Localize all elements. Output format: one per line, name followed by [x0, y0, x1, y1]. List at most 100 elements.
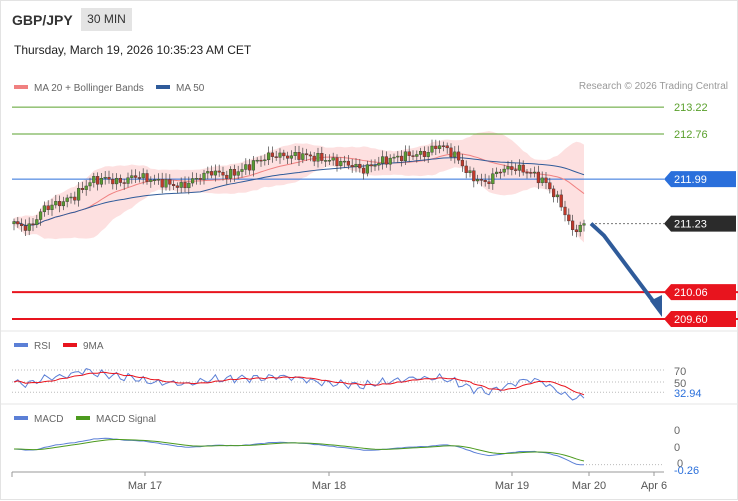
candle — [502, 168, 506, 173]
candle — [388, 157, 392, 165]
candle — [582, 223, 586, 226]
forecast-arrow — [589, 222, 662, 317]
candle — [35, 219, 39, 225]
candle — [202, 172, 206, 180]
x-tick-label: Mar 19 — [495, 480, 529, 492]
candle — [548, 182, 552, 190]
legend-9ma: 9MA — [83, 341, 104, 352]
legend-macd: MACD — [34, 414, 63, 425]
bollinger-band-fill — [14, 131, 584, 243]
candle — [111, 178, 115, 185]
candle — [228, 169, 233, 179]
candle — [27, 223, 31, 231]
level-label: 209.60 — [674, 314, 708, 326]
candle — [141, 173, 145, 179]
candle — [316, 153, 320, 162]
candle — [267, 152, 271, 161]
candle — [434, 145, 438, 149]
candle — [31, 223, 35, 225]
candle — [171, 184, 176, 187]
level-label: 210.06 — [674, 287, 708, 299]
candle — [225, 174, 229, 179]
macd-line — [13, 437, 585, 466]
candle — [289, 155, 293, 159]
candle — [555, 194, 559, 198]
macd-axis-label-2: 0 — [674, 442, 680, 454]
candle — [270, 152, 274, 157]
candle — [236, 171, 240, 176]
candle — [354, 163, 358, 168]
x-tick-label: Apr 6 — [641, 480, 667, 492]
macd-panel — [13, 437, 664, 466]
legend-swatch-ma50 — [156, 85, 170, 89]
candle — [187, 182, 191, 189]
candle — [69, 196, 73, 199]
candle — [76, 188, 81, 201]
candle — [331, 157, 335, 161]
candle — [571, 220, 575, 230]
timeframe-button[interactable]: 30 MIN — [81, 8, 132, 31]
price-levels — [12, 106, 738, 320]
candle — [396, 155, 400, 158]
candle — [118, 177, 122, 183]
candle — [20, 223, 24, 226]
candle — [422, 151, 426, 157]
candle — [339, 161, 343, 166]
candle — [50, 204, 54, 210]
candle — [12, 221, 16, 225]
candle — [373, 165, 377, 167]
legend-swatch-macd-signal — [76, 416, 90, 420]
candle — [217, 170, 221, 173]
candle — [453, 151, 457, 158]
candle — [278, 152, 282, 158]
candle — [282, 152, 286, 157]
candle — [183, 182, 187, 189]
candle — [240, 169, 244, 172]
candle — [449, 147, 453, 158]
candle — [403, 151, 407, 162]
candle — [73, 196, 77, 201]
candle — [221, 172, 225, 176]
candle — [514, 169, 518, 171]
candle — [206, 171, 210, 174]
level-label: 211.23 — [674, 219, 707, 231]
candle — [495, 171, 499, 174]
x-tick-label: Mar 20 — [572, 480, 606, 492]
candle — [400, 155, 404, 162]
candle — [301, 153, 305, 160]
forecast-arrow-head — [650, 295, 662, 317]
macd-axis-label-1: 0 — [674, 425, 680, 437]
rsi-line — [13, 367, 585, 401]
candle — [327, 160, 331, 162]
candle — [510, 166, 514, 170]
candle — [179, 182, 183, 188]
candle — [521, 164, 525, 173]
candle — [54, 201, 58, 206]
candle — [145, 173, 149, 182]
candle — [213, 170, 217, 176]
macd-signal-line — [13, 439, 585, 462]
candle — [247, 164, 252, 171]
candle — [441, 145, 445, 147]
candle — [244, 164, 248, 170]
rsi-panel — [12, 367, 664, 401]
candle — [552, 188, 556, 198]
candle — [460, 159, 464, 167]
candle — [114, 177, 119, 185]
candle — [92, 176, 96, 183]
candle — [491, 173, 495, 184]
candle — [358, 163, 362, 169]
candle — [540, 177, 544, 184]
legend-ma50: MA 50 — [176, 83, 205, 94]
candle — [107, 176, 111, 180]
candle — [483, 179, 487, 182]
x-tick-label: Mar 18 — [312, 480, 346, 492]
candle — [377, 163, 381, 166]
candle — [517, 164, 521, 171]
candle — [320, 153, 324, 161]
candle — [438, 145, 442, 149]
level-label: 213.22 — [674, 102, 708, 114]
candle — [563, 206, 567, 216]
candle — [232, 169, 236, 176]
candle — [84, 185, 88, 190]
